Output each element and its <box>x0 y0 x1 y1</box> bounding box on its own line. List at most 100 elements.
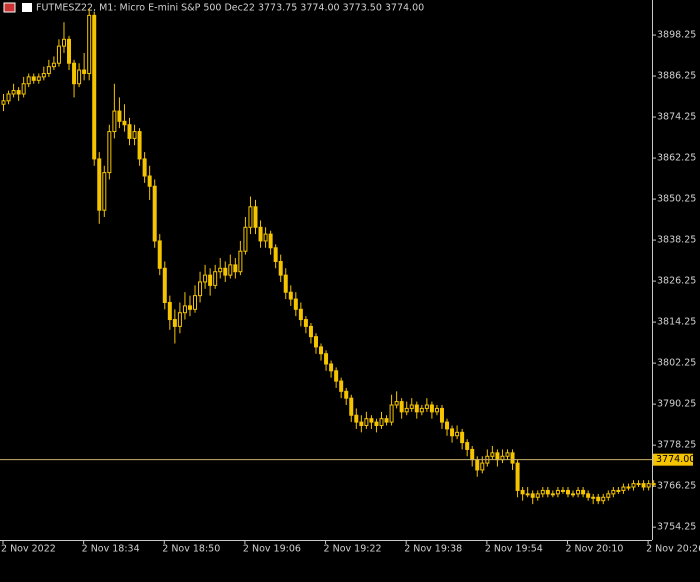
y-tick-label: 3886.25 <box>657 71 696 82</box>
y-tick-label: 3850.25 <box>657 194 696 205</box>
candle-body <box>36 76 41 81</box>
candle-body <box>253 206 258 228</box>
candle-body <box>324 353 329 365</box>
candle-body <box>394 401 399 406</box>
candle-body <box>313 336 318 348</box>
candle-body <box>157 240 162 269</box>
chart-title: FUTMESZ22, M1: Micro E-mini S&P 500 Dec2… <box>36 3 424 14</box>
candle-body <box>445 421 450 430</box>
candle-body <box>298 308 303 321</box>
candle-body <box>621 486 626 491</box>
candle-body <box>41 72 46 78</box>
candle-body <box>339 380 344 392</box>
candle-body <box>223 267 228 276</box>
candle-body <box>596 496 601 502</box>
candle-body <box>46 66 51 74</box>
candle-body <box>329 363 334 372</box>
candle-body <box>495 452 500 461</box>
candle-body <box>424 404 429 409</box>
candle-body <box>651 483 656 486</box>
candle-body <box>500 455 505 461</box>
candle-body <box>308 325 313 338</box>
y-tick-label: 3766.25 <box>657 481 696 492</box>
candle-body <box>409 404 414 409</box>
candle-body <box>565 489 570 495</box>
y-tick-label: 3790.25 <box>657 399 696 410</box>
price-tag-label: 3774.00 <box>656 454 695 465</box>
candle-body <box>182 305 187 314</box>
candle-body <box>82 69 87 74</box>
x-tick-label: 2 Nov 19:54 <box>485 544 543 555</box>
candle-body <box>122 120 127 126</box>
candle-body <box>248 206 253 228</box>
candle-body <box>631 483 636 488</box>
candle-body <box>429 404 434 413</box>
candle-body <box>419 407 424 413</box>
candle-body <box>515 462 520 491</box>
candle-body <box>510 452 515 464</box>
candle-body <box>11 90 16 95</box>
candle-body <box>273 247 278 262</box>
candle-body <box>213 271 218 286</box>
candle-body <box>344 390 349 399</box>
x-tick-label: 2 Nov 2022 <box>1 544 56 555</box>
candle-body <box>641 483 646 488</box>
candle-body <box>334 370 339 382</box>
candle-body <box>102 172 107 211</box>
candle-body <box>490 452 495 457</box>
candle-body <box>233 264 238 273</box>
candle-body <box>288 291 293 300</box>
candle-body <box>1 100 6 105</box>
candle-body <box>354 414 359 423</box>
x-tick-label: 2 Nov 18:34 <box>82 544 140 555</box>
candle-body <box>505 452 510 457</box>
candle-body <box>107 131 112 174</box>
candle-body <box>399 401 404 413</box>
candle-body <box>480 462 485 471</box>
candle-body <box>61 38 66 47</box>
candle-body <box>67 38 72 64</box>
candle-body <box>455 431 460 437</box>
candle-body <box>404 407 409 413</box>
candle-body <box>21 83 26 95</box>
candle-body <box>450 428 455 437</box>
candle-body <box>198 281 203 297</box>
y-tick-label: 3838.25 <box>657 235 696 246</box>
candle-body <box>127 124 132 139</box>
candle-body <box>349 397 354 416</box>
candle-body <box>51 62 56 68</box>
y-tick-label: 3802.25 <box>657 358 696 369</box>
candle-body <box>460 431 465 444</box>
candle-body <box>203 274 208 283</box>
candle-body <box>384 418 389 423</box>
x-tick-label: 2 Nov 19:22 <box>324 544 382 555</box>
candle-body <box>369 418 374 423</box>
candle-body <box>243 226 248 252</box>
candle-body <box>92 14 97 160</box>
y-tick-label: 3754.25 <box>657 522 696 533</box>
candle-body <box>616 489 621 492</box>
candle-body <box>228 264 233 276</box>
y-tick-label: 3778.25 <box>657 440 696 451</box>
candle-body <box>162 267 167 303</box>
candle-body <box>601 496 606 502</box>
candle-body <box>87 14 92 74</box>
candle-body <box>586 493 591 498</box>
x-tick-label: 2 Nov 19:06 <box>243 544 301 555</box>
candle-body <box>293 298 298 310</box>
candle-body <box>31 76 36 81</box>
flag-icon <box>3 2 16 13</box>
candle-body <box>530 493 535 498</box>
candle-body <box>77 69 82 85</box>
chart-icon <box>22 3 32 12</box>
candle-body <box>268 233 273 249</box>
candle-body <box>414 404 419 413</box>
candle-body <box>571 493 576 496</box>
x-tick-label: 2 Nov 20:10 <box>565 544 623 555</box>
candle-body <box>591 496 596 499</box>
candle-body <box>550 493 555 496</box>
candle-body <box>258 226 263 242</box>
candle-body <box>208 274 213 286</box>
candle-body <box>555 489 560 495</box>
